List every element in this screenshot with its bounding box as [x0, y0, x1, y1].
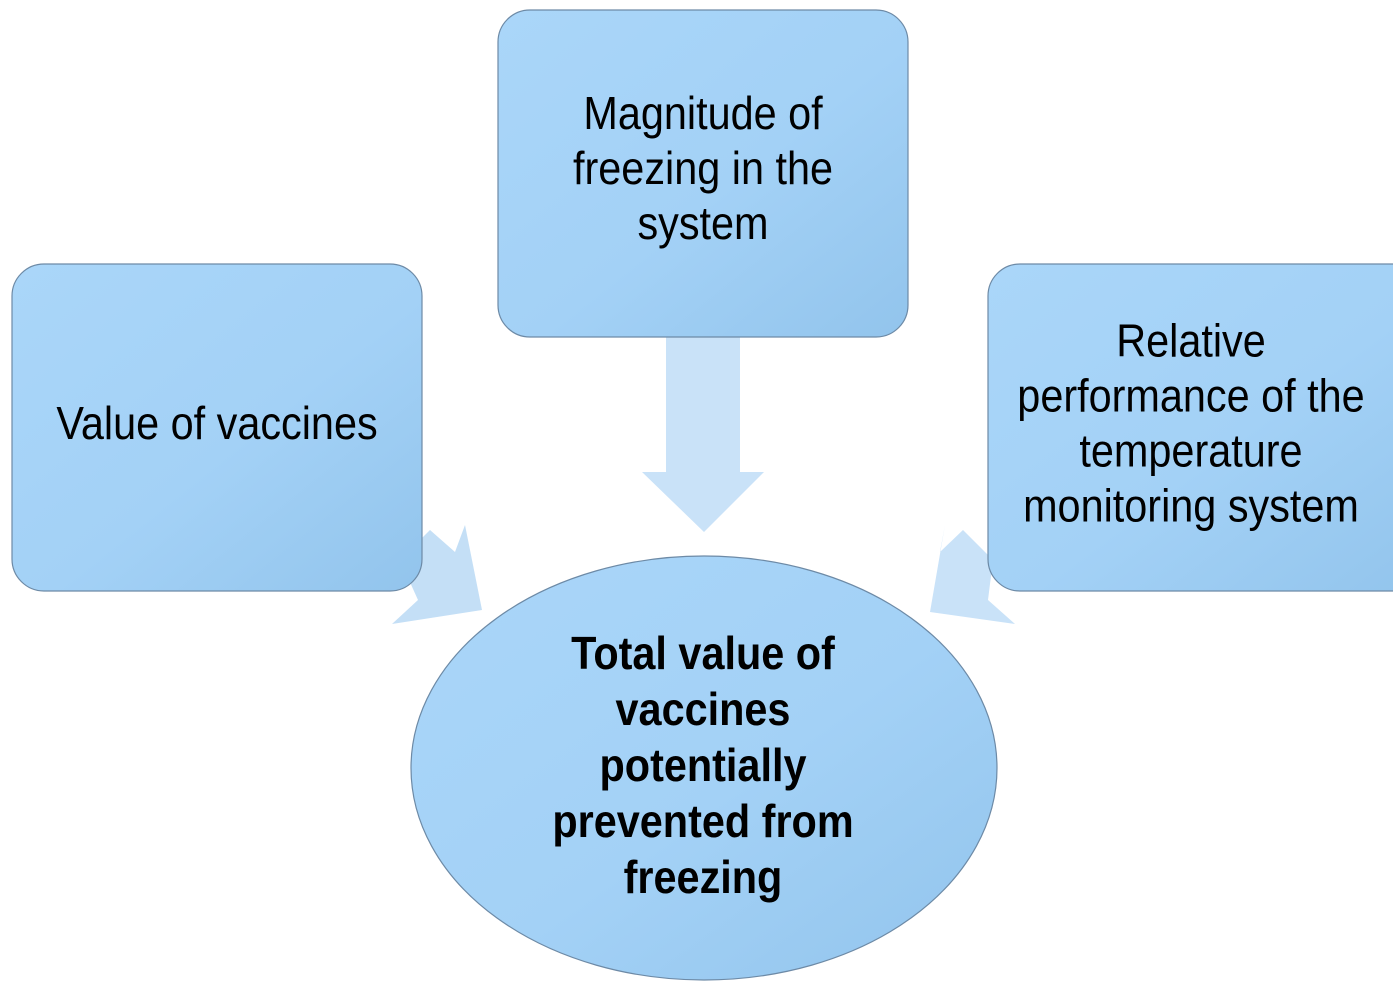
node-label-line: temperature [1079, 426, 1302, 478]
box-right [987, 263, 1393, 592]
node-label-line: freezing in the [573, 143, 833, 195]
node-label-line: potentially [600, 740, 808, 792]
box-top [497, 9, 909, 338]
node-label-line: freezing [624, 852, 783, 904]
node-label-line: Magnitude of [583, 88, 823, 140]
node-label-line: Total value of [571, 628, 835, 680]
node-label-line: prevented from [552, 796, 853, 848]
node-label-line: monitoring system [1023, 481, 1359, 533]
arrow-right-to-center [930, 525, 1015, 624]
node-label-line: Value of vaccines [56, 398, 377, 450]
node-label-line: system [637, 198, 768, 250]
node-label-line: Relative [1116, 316, 1266, 368]
node-label-line: performance of the [1017, 371, 1364, 423]
node-label-line: vaccines [616, 684, 791, 736]
box-left [11, 263, 423, 592]
ellipse-center [410, 555, 998, 981]
arrow-down [642, 337, 764, 532]
